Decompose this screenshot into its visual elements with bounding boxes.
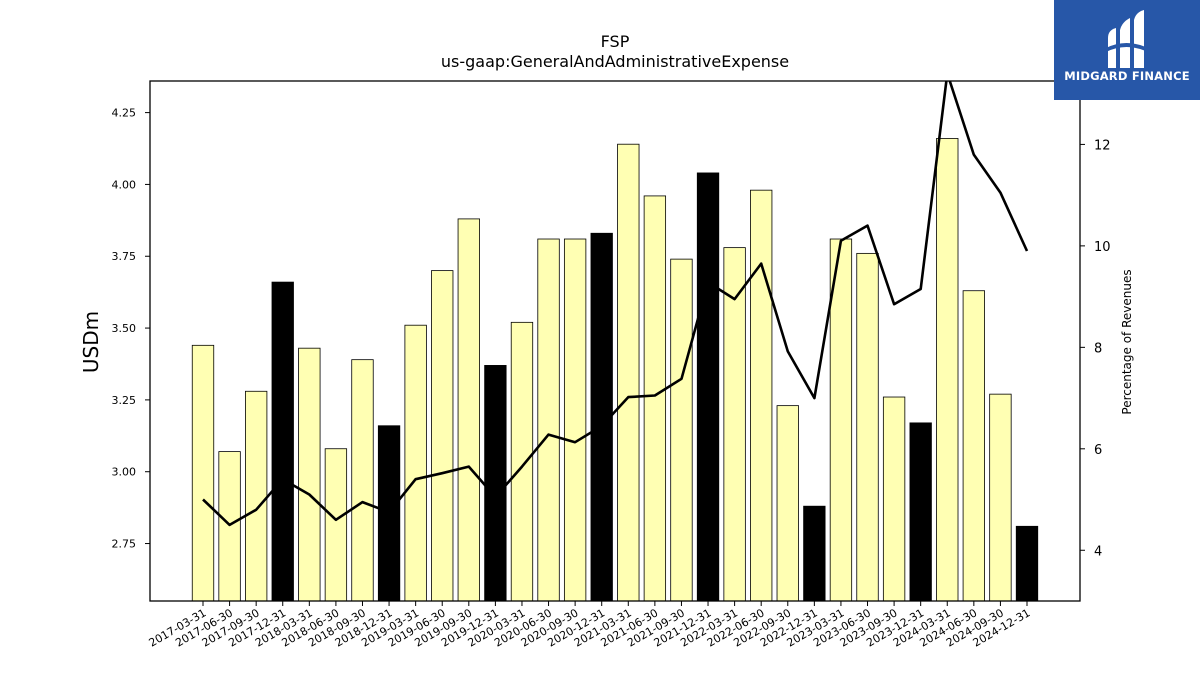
bar — [510, 321, 534, 601]
chart-title: FSP — [600, 32, 630, 51]
brand-logo: MIDGARD FINANCE — [1054, 0, 1200, 100]
bar — [351, 359, 374, 601]
y2-tick-label: 8 — [1094, 341, 1102, 356]
bar — [245, 390, 268, 601]
line-path — [202, 81, 1029, 527]
bar — [191, 344, 215, 601]
y2-tick-label: 12 — [1094, 138, 1111, 153]
bar — [670, 258, 693, 601]
bar — [723, 247, 746, 601]
y2-tick-label: 4 — [1094, 544, 1102, 559]
y-tick-label: 3.50 — [112, 322, 137, 335]
bar — [590, 232, 613, 601]
y2-tick-label: 10 — [1094, 240, 1111, 255]
x-axis: 2017-03-312017-06-302017-09-302017-12-31… — [147, 601, 1033, 650]
y-tick-label: 4.25 — [112, 107, 137, 120]
bar — [909, 422, 932, 601]
chart-subtitle: us-gaap:GeneralAndAdministrativeExpense — [440, 52, 790, 71]
y-axis-label: USDm — [79, 311, 103, 373]
bar — [457, 218, 480, 601]
bar — [484, 365, 507, 601]
left-axis: 2.75 3.00 3.25 3.50 3.75 4.00 4.25 — [112, 107, 150, 551]
right-axis: 4 6 8 10 12 — [1080, 138, 1111, 559]
y-tick-label: 3.00 — [112, 466, 137, 479]
bar — [962, 290, 985, 601]
bar — [882, 396, 906, 601]
bar-series — [191, 138, 1039, 601]
y-tick-label: 3.25 — [112, 394, 137, 407]
bar — [776, 405, 799, 601]
bar — [936, 138, 959, 601]
y-tick-label: 4.00 — [112, 178, 137, 191]
y2-tick-label: 6 — [1094, 443, 1102, 458]
bar — [431, 270, 454, 601]
logo-mark-icon — [1106, 10, 1148, 68]
line-series — [202, 81, 1029, 527]
bar — [829, 238, 853, 601]
bar — [298, 347, 321, 601]
bar — [750, 189, 773, 601]
bar — [404, 324, 427, 601]
bar — [324, 448, 348, 601]
bar — [643, 195, 667, 601]
logo-text: MIDGARD FINANCE — [1064, 69, 1190, 83]
bar — [1015, 525, 1039, 601]
bar — [856, 252, 879, 601]
bar — [377, 425, 401, 601]
bar — [271, 281, 294, 601]
y-tick-label: 3.75 — [112, 250, 137, 263]
bar — [803, 505, 826, 601]
bar — [696, 172, 720, 601]
bar — [989, 393, 1012, 601]
y2-axis-label: Percentage of Revenues — [1120, 269, 1134, 414]
bar — [218, 451, 241, 601]
plot-frame — [149, 80, 1081, 602]
y-tick-label: 2.75 — [112, 538, 137, 551]
bar — [617, 143, 640, 601]
bar — [537, 238, 560, 601]
bar — [563, 238, 587, 601]
